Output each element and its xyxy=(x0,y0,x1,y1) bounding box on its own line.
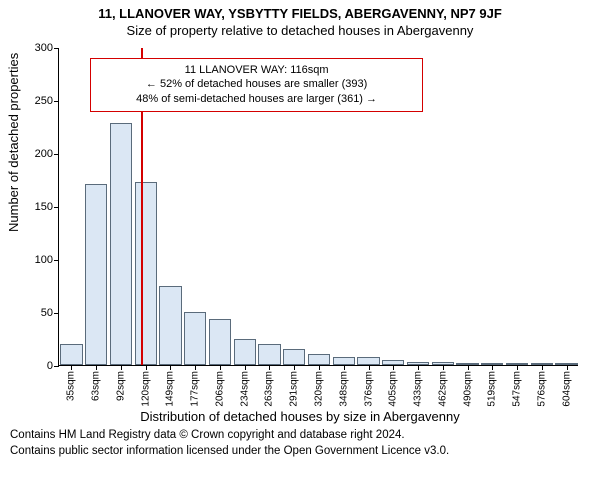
y-tick-mark xyxy=(54,366,59,367)
histogram-bar xyxy=(159,286,181,366)
x-tick-label: 263sqm xyxy=(264,371,275,407)
x-tick-mark xyxy=(121,365,122,370)
x-tick-label: 291sqm xyxy=(289,371,300,407)
page-title-sub: Size of property relative to detached ho… xyxy=(0,21,600,42)
y-tick-mark xyxy=(54,260,59,261)
y-tick-mark xyxy=(54,154,59,155)
histogram-bar xyxy=(209,319,231,365)
x-tick-label: 35sqm xyxy=(66,371,77,401)
x-tick-mark xyxy=(344,365,345,370)
x-tick-label: 376sqm xyxy=(363,371,374,407)
x-tick-mark xyxy=(96,365,97,370)
y-tick-label: 150 xyxy=(13,201,59,213)
x-tick-label: 177sqm xyxy=(190,371,201,407)
x-tick-label: 433sqm xyxy=(413,371,424,407)
histogram-bar xyxy=(308,354,330,365)
histogram-bar xyxy=(333,357,355,365)
credits-line-1: Contains HM Land Registry data © Crown c… xyxy=(10,428,590,444)
y-tick-mark xyxy=(54,48,59,49)
histogram-bar xyxy=(234,339,256,366)
x-tick-label: 604sqm xyxy=(561,371,572,407)
x-tick-mark xyxy=(71,365,72,370)
histogram-bar xyxy=(258,344,280,365)
y-tick-mark xyxy=(54,313,59,314)
credits-line-2: Contains public sector information licen… xyxy=(10,444,590,460)
x-tick-mark xyxy=(170,365,171,370)
x-tick-label: 547sqm xyxy=(512,371,523,407)
x-tick-mark xyxy=(319,365,320,370)
annotation-line: 11 LLANOVER WAY: 116sqm xyxy=(99,63,414,78)
x-tick-mark xyxy=(195,365,196,370)
x-tick-label: 348sqm xyxy=(338,371,349,407)
x-tick-mark xyxy=(245,365,246,370)
histogram-bar xyxy=(85,184,107,365)
x-tick-label: 490sqm xyxy=(462,371,473,407)
x-axis-label: Distribution of detached houses by size … xyxy=(0,409,600,424)
x-tick-mark xyxy=(146,365,147,370)
page-title-main: 11, LLANOVER WAY, YSBYTTY FIELDS, ABERGA… xyxy=(0,0,600,21)
x-tick-mark xyxy=(517,365,518,370)
x-tick-label: 462sqm xyxy=(437,371,448,407)
x-tick-label: 405sqm xyxy=(388,371,399,407)
x-tick-label: 92sqm xyxy=(115,371,126,401)
y-tick-label: 0 xyxy=(13,360,59,372)
x-tick-mark xyxy=(369,365,370,370)
y-tick-label: 50 xyxy=(13,307,59,319)
x-tick-mark xyxy=(294,365,295,370)
y-tick-label: 300 xyxy=(13,42,59,54)
annotation-line: 48% of semi-detached houses are larger (… xyxy=(99,92,414,107)
histogram-chart: Number of detached properties 0501001502… xyxy=(0,42,600,422)
credits: Contains HM Land Registry data © Crown c… xyxy=(0,422,600,459)
x-tick-label: 320sqm xyxy=(314,371,325,407)
x-tick-mark xyxy=(492,365,493,370)
x-tick-label: 234sqm xyxy=(239,371,250,407)
x-tick-label: 149sqm xyxy=(165,371,176,407)
histogram-bar xyxy=(184,312,206,365)
x-tick-mark xyxy=(220,365,221,370)
x-tick-label: 206sqm xyxy=(214,371,225,407)
x-tick-label: 519sqm xyxy=(487,371,498,407)
histogram-bar xyxy=(135,182,157,365)
y-tick-label: 200 xyxy=(13,148,59,160)
x-tick-mark xyxy=(542,365,543,370)
histogram-bar xyxy=(283,349,305,365)
annotation-box: 11 LLANOVER WAY: 116sqm← 52% of detached… xyxy=(90,58,423,113)
histogram-bar xyxy=(357,357,379,365)
annotation-line: ← 52% of detached houses are smaller (39… xyxy=(99,77,414,92)
x-tick-mark xyxy=(567,365,568,370)
y-tick-label: 250 xyxy=(13,95,59,107)
x-tick-mark xyxy=(418,365,419,370)
x-tick-mark xyxy=(269,365,270,370)
plot-area: 05010015020025030035sqm63sqm92sqm120sqm1… xyxy=(58,48,578,366)
histogram-bar xyxy=(110,123,132,365)
y-tick-mark xyxy=(54,101,59,102)
y-tick-label: 100 xyxy=(13,254,59,266)
x-tick-mark xyxy=(393,365,394,370)
x-tick-mark xyxy=(468,365,469,370)
x-tick-label: 576sqm xyxy=(536,371,547,407)
x-tick-mark xyxy=(443,365,444,370)
x-tick-label: 63sqm xyxy=(91,371,102,401)
x-tick-label: 120sqm xyxy=(140,371,151,407)
histogram-bar xyxy=(60,344,82,365)
y-tick-mark xyxy=(54,207,59,208)
